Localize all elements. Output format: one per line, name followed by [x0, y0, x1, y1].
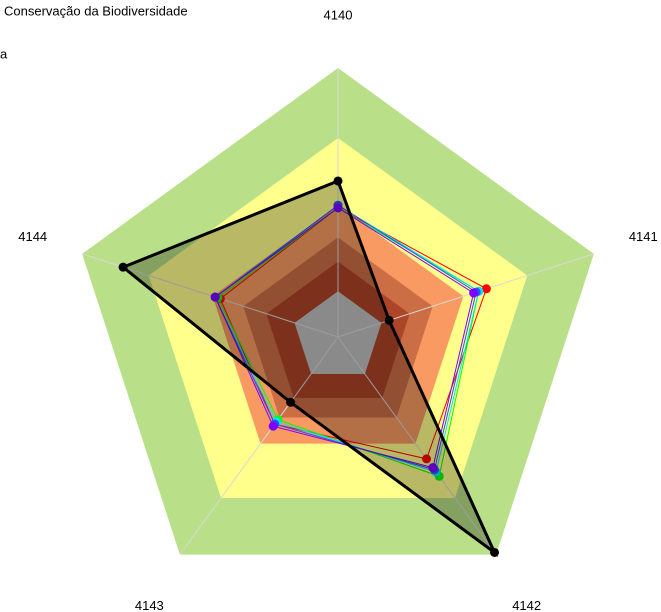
axis-spoke: [337, 336, 497, 555]
series-point: [118, 262, 128, 272]
series-point: [481, 284, 491, 294]
series-point: [333, 203, 343, 213]
axis-label: 4144: [18, 229, 47, 244]
axis-spoke: [179, 336, 339, 555]
series-line: [219, 207, 487, 460]
series-point: [286, 397, 296, 407]
series-point: [422, 454, 432, 464]
axis-spoke: [337, 253, 594, 338]
chart-title: Conservação da Biodiversidade: [4, 3, 188, 18]
series-point: [210, 292, 220, 302]
series-line: [120, 179, 499, 558]
series-point: [333, 176, 343, 186]
axis-label: 4140: [324, 7, 353, 22]
series-point: [490, 547, 500, 557]
axis-label: 4142: [512, 598, 541, 612]
series-point: [268, 421, 278, 431]
series-point: [428, 463, 438, 473]
axis-label: 4143: [135, 598, 164, 612]
axis-label: 4141: [629, 229, 658, 244]
chart-subtitle: a: [0, 46, 8, 61]
series-point: [384, 315, 394, 325]
series-point: [469, 288, 479, 298]
